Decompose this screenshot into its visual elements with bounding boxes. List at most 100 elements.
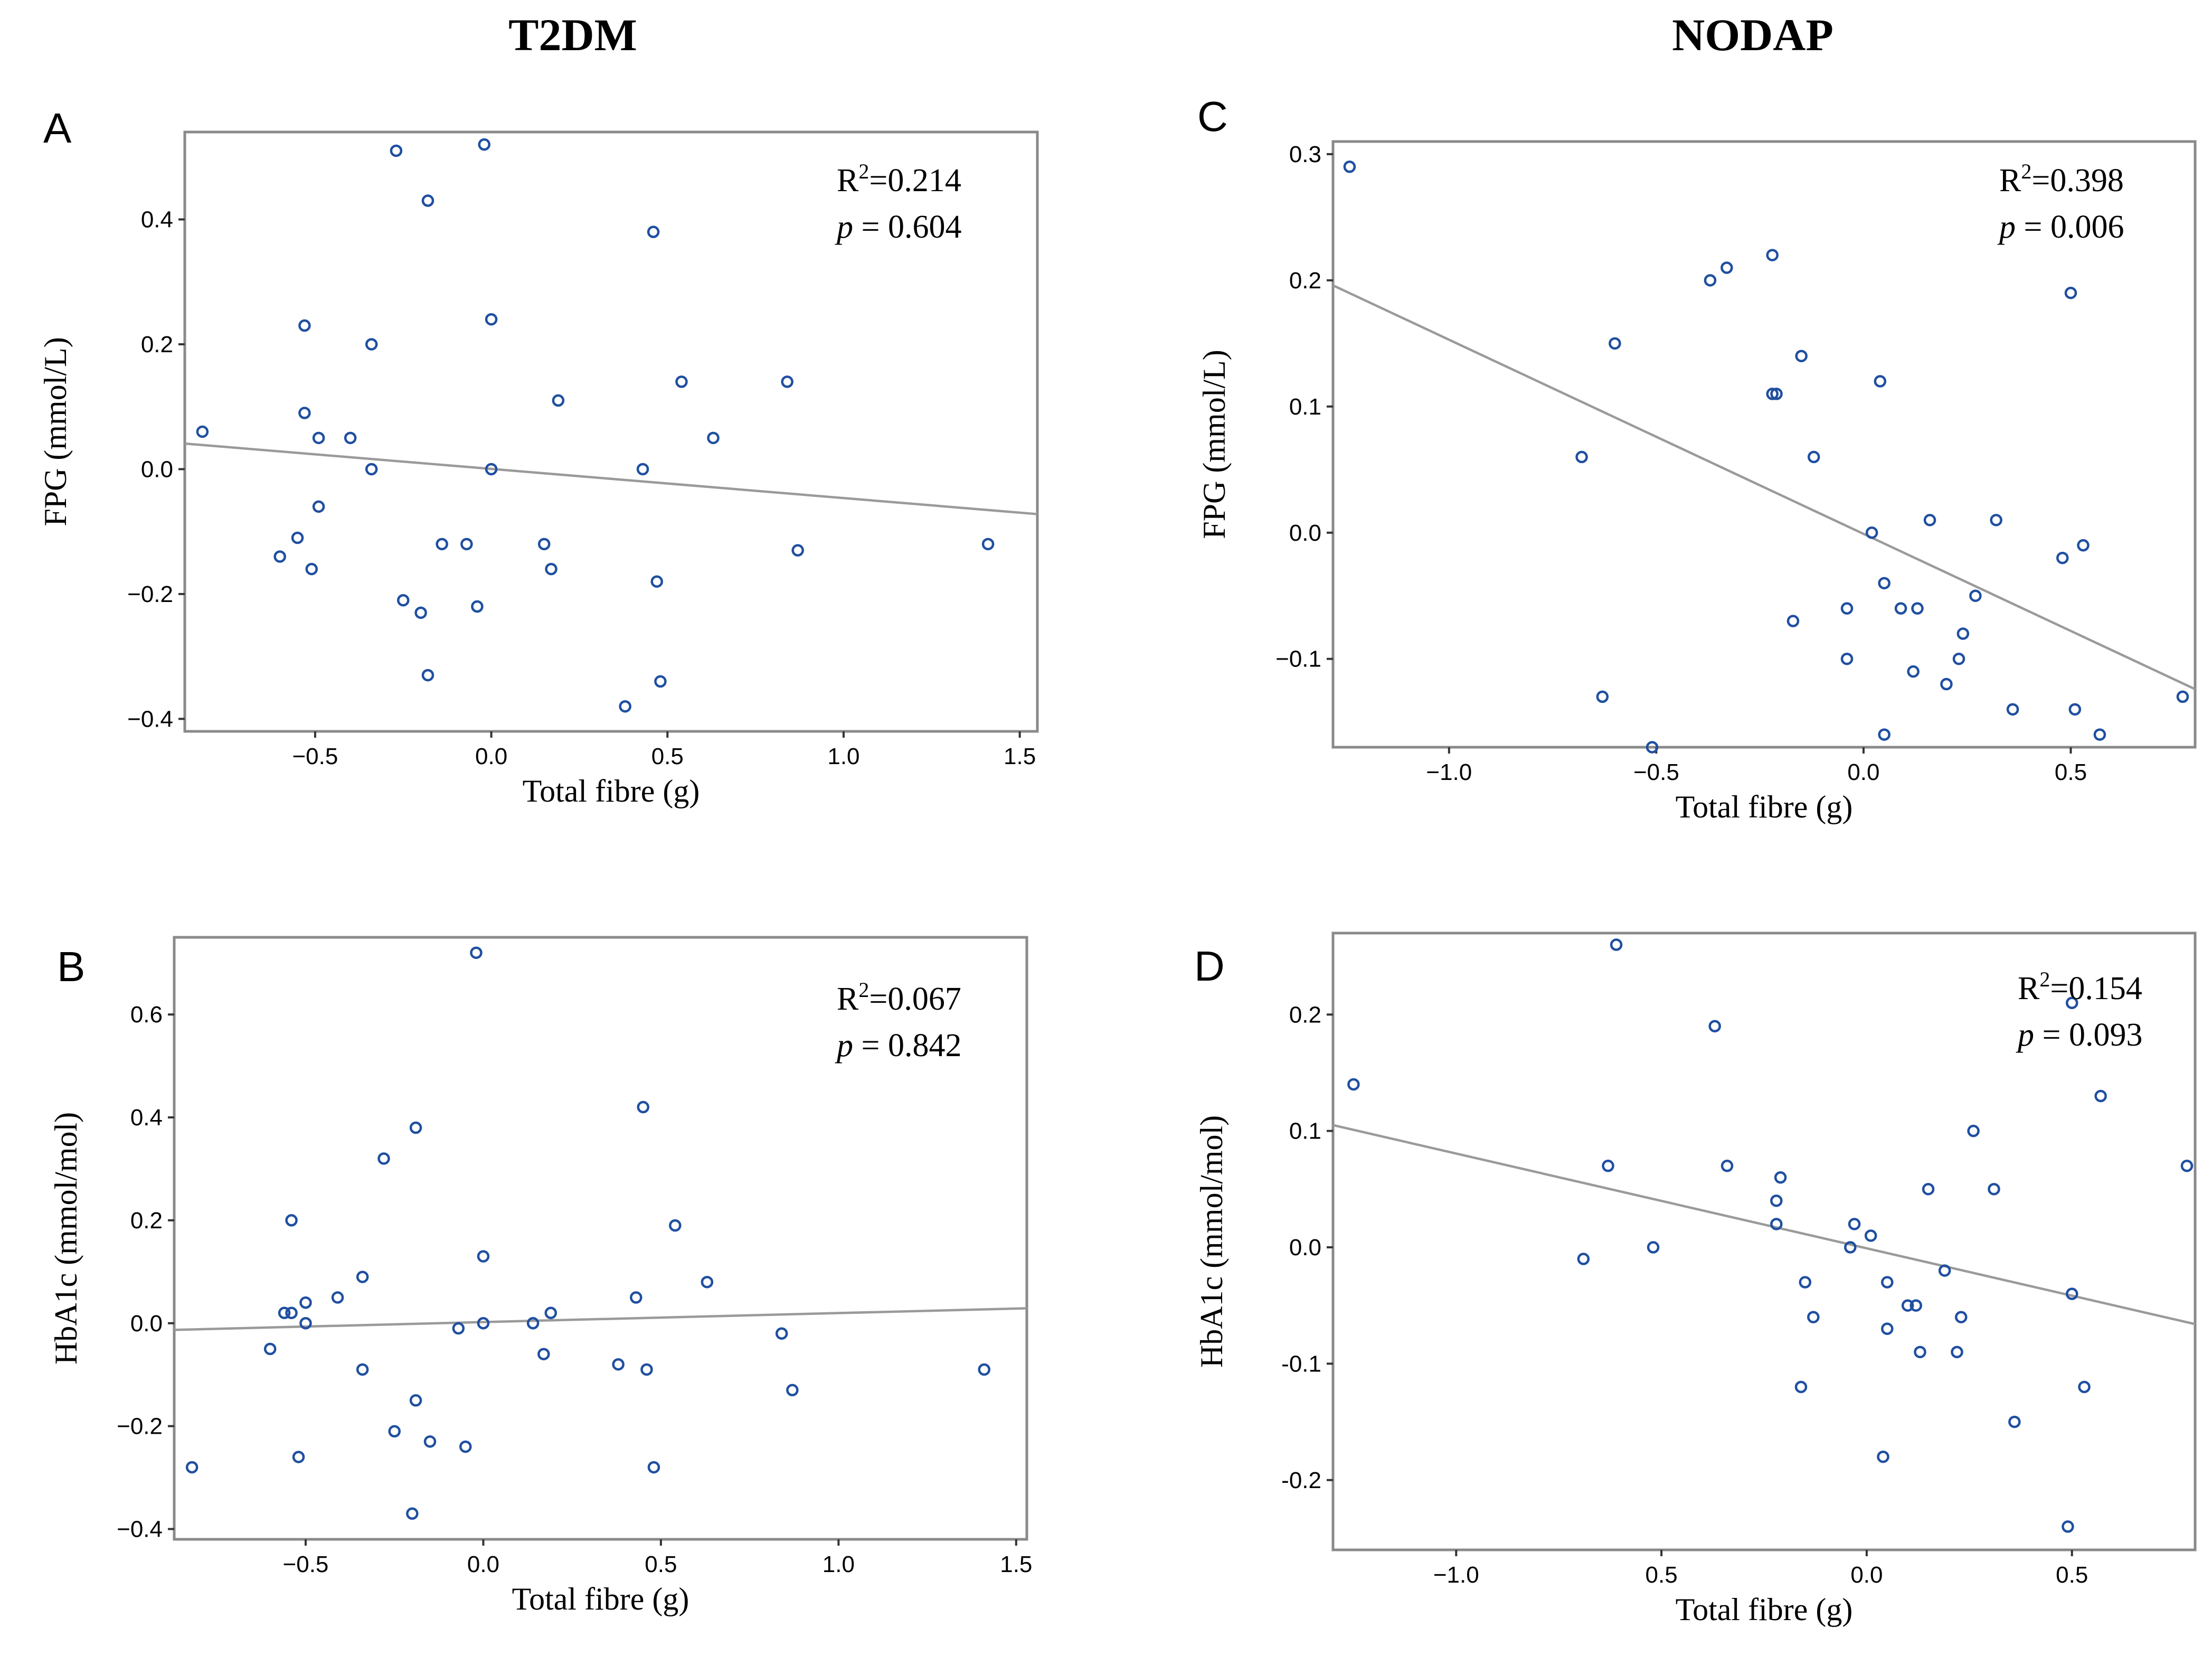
data-point xyxy=(1766,388,1779,400)
data-point xyxy=(409,1121,422,1134)
data-point xyxy=(470,946,483,959)
y-tick-label: −0.1 xyxy=(1275,646,1321,672)
data-point xyxy=(1914,1346,1926,1359)
data-point xyxy=(637,1100,649,1114)
data-point xyxy=(675,375,688,388)
data-point xyxy=(331,1291,344,1304)
p-value-c: p = 0.006 xyxy=(1997,209,2124,245)
data-point xyxy=(1807,1311,1820,1323)
data-point xyxy=(1894,602,1907,615)
regression-line-d xyxy=(1332,1124,2196,1325)
data-point xyxy=(2078,1380,2091,1394)
data-point xyxy=(1864,1229,1877,1242)
data-point xyxy=(305,562,318,576)
data-point xyxy=(981,538,995,551)
data-point xyxy=(2065,996,2078,1009)
data-point xyxy=(775,1327,788,1340)
x-tick-label: 1.5 xyxy=(1004,744,1036,769)
data-point xyxy=(2094,1089,2107,1103)
data-point xyxy=(2062,1520,2074,1533)
data-point xyxy=(1865,526,1878,539)
data-point xyxy=(1647,1241,1660,1254)
data-point xyxy=(1881,1322,1894,1335)
data-point xyxy=(1955,1311,1968,1323)
panel-letter-b: B xyxy=(57,943,85,990)
data-point xyxy=(1952,652,1965,665)
x-tick-label: 0.0 xyxy=(475,744,507,769)
x-tick-label: 0.0 xyxy=(467,1551,499,1577)
x-tick-label: 0.5 xyxy=(1646,1562,1678,1588)
y-tick-label: -0.2 xyxy=(1281,1468,1321,1493)
r-squared-d: R2=0.154 xyxy=(2018,967,2142,1006)
data-point xyxy=(1602,1160,1614,1172)
data-point xyxy=(1967,1124,1980,1137)
data-point xyxy=(406,1507,419,1520)
data-point xyxy=(1844,1241,1857,1254)
data-point xyxy=(423,1435,437,1448)
data-point xyxy=(460,538,473,551)
data-point xyxy=(978,1363,990,1376)
data-point xyxy=(707,431,720,445)
y-tick-label: −0.2 xyxy=(117,1414,163,1440)
data-point xyxy=(1951,1346,1963,1359)
data-point xyxy=(2093,728,2106,741)
data-point xyxy=(2056,551,2069,565)
data-point xyxy=(1840,652,1854,665)
x-tick-label: −0.5 xyxy=(1633,759,1679,785)
plot-frame-b xyxy=(173,936,1028,1541)
data-point xyxy=(1774,1171,1787,1184)
data-point xyxy=(298,407,311,419)
data-point xyxy=(544,1306,557,1320)
data-point xyxy=(2180,1160,2194,1172)
p-value-d: p = 0.093 xyxy=(2016,1017,2142,1053)
data-point xyxy=(647,225,660,238)
y-tick-label: 0.0 xyxy=(130,1311,163,1337)
data-point xyxy=(1596,690,1609,703)
data-point xyxy=(1770,388,1783,400)
data-point xyxy=(786,1384,799,1397)
data-point xyxy=(1770,1218,1783,1230)
data-point xyxy=(1786,615,1800,627)
x-axis-label-c: Total fibre (g) xyxy=(1676,789,1853,824)
data-point xyxy=(471,600,484,613)
data-point xyxy=(312,431,325,445)
y-tick-label: 0.2 xyxy=(1289,1002,1321,1028)
y-tick-label: 0.1 xyxy=(1289,1118,1321,1144)
data-point xyxy=(1575,450,1588,464)
data-point xyxy=(1770,1194,1783,1207)
data-point xyxy=(612,1358,625,1371)
data-point xyxy=(356,1271,369,1283)
x-tick-label: 0.5 xyxy=(645,1551,677,1577)
regression-line-b xyxy=(174,1307,1027,1331)
y-axis-label-a: FPG (mmol/L) xyxy=(38,337,73,526)
data-point xyxy=(291,531,304,544)
panel-letter-a: A xyxy=(43,105,72,152)
data-point xyxy=(1343,161,1356,173)
data-point xyxy=(2064,287,2077,299)
data-point xyxy=(365,463,378,476)
x-tick-label: 0.0 xyxy=(1847,759,1879,785)
data-point xyxy=(421,669,434,682)
data-point xyxy=(1610,938,1623,951)
data-point xyxy=(650,575,664,588)
data-point xyxy=(537,538,551,551)
data-point xyxy=(436,538,448,551)
data-point xyxy=(285,1306,298,1320)
data-point xyxy=(278,1306,291,1320)
data-point xyxy=(390,144,403,157)
data-point xyxy=(414,606,427,619)
data-point xyxy=(459,1440,472,1453)
data-point xyxy=(619,700,631,713)
data-point xyxy=(1840,602,1854,615)
y-tick-label: 0.0 xyxy=(1289,1235,1321,1260)
data-point xyxy=(356,1363,369,1376)
data-point xyxy=(781,375,793,388)
y-axis-label-b: HbA1c (mmol/mol) xyxy=(49,1112,83,1365)
y-tick-label: 0.2 xyxy=(1289,268,1321,294)
data-point xyxy=(1794,1380,1808,1394)
data-point xyxy=(630,1291,642,1304)
data-point xyxy=(654,675,667,688)
y-axis-label-d: HbA1c (mmol/mol) xyxy=(1194,1115,1229,1368)
panel-letter-c: C xyxy=(1197,93,1228,140)
data-point xyxy=(1940,678,1953,691)
